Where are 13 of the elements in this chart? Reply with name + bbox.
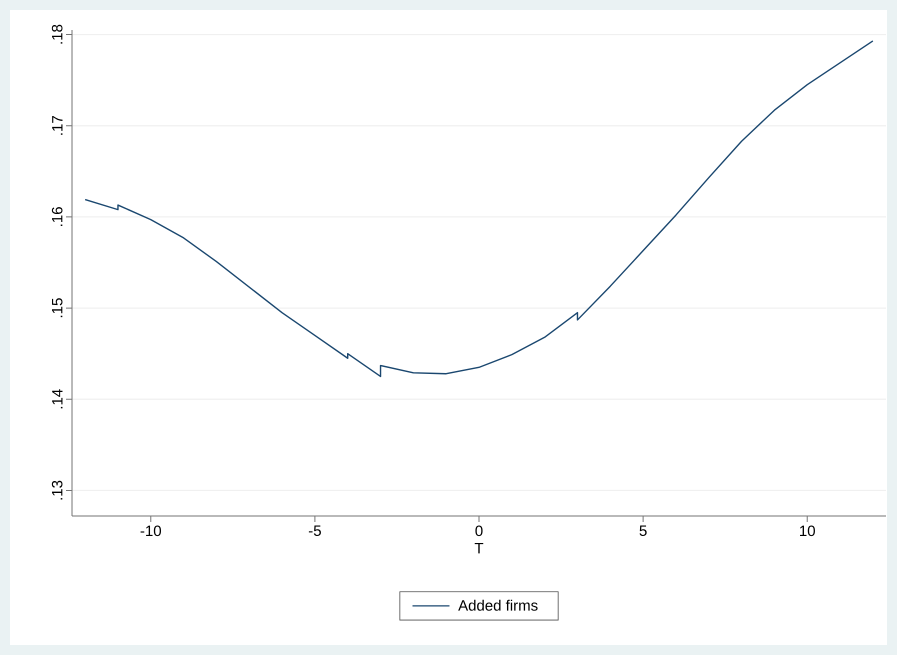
- y-tick-label: .13: [52, 480, 62, 500]
- legend-label: Added firms: [458, 600, 538, 611]
- x-tick-label: -10: [140, 526, 162, 536]
- x-tick-label: 10: [800, 526, 815, 536]
- y-tick-label: .16: [52, 207, 62, 226]
- x-tick-label: 5: [640, 526, 647, 536]
- x-tick-label: 0: [475, 526, 483, 536]
- x-axis-title: T: [474, 543, 484, 554]
- y-tick-label: .17: [52, 116, 62, 135]
- y-tick-label: .18: [52, 24, 62, 44]
- y-tick-label: .14: [52, 389, 62, 408]
- x-tick-label: -5: [308, 526, 321, 536]
- y-tick-label: .15: [52, 298, 62, 318]
